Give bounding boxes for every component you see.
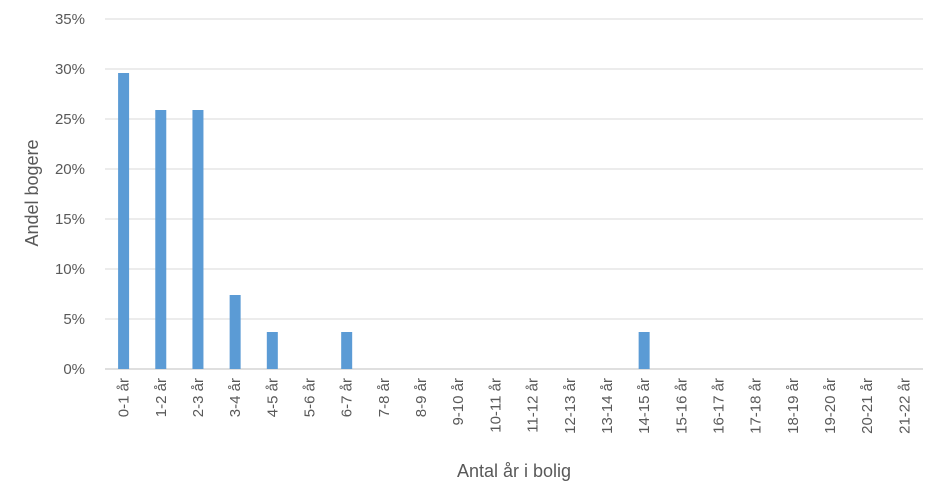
x-tick-label: 16-17 år: [711, 378, 728, 434]
y-tick-label: 35%: [55, 11, 85, 28]
x-tick-label: 0-1 år: [116, 378, 133, 417]
x-tick-label: 2-3 år: [190, 378, 207, 417]
y-tick-label: 0%: [63, 361, 85, 378]
x-tick-label: 8-9 år: [413, 378, 430, 417]
x-tick-label: 9-10 år: [450, 378, 467, 426]
gridlines: [105, 18, 923, 370]
y-tick-label: 15%: [55, 211, 85, 228]
x-tick-label: 20-21 år: [859, 378, 876, 434]
x-tick-label: 11-12 år: [525, 378, 542, 433]
y-axis-title: Andel bogere: [22, 139, 42, 246]
x-tick-label: 12-13 år: [562, 378, 579, 434]
x-tick-label: 4-5 år: [264, 378, 281, 417]
bar: [229, 295, 241, 369]
bar: [118, 73, 130, 369]
x-tick-label: 21-22 år: [896, 378, 913, 434]
y-tick-label: 5%: [63, 311, 85, 328]
x-tick-label: 3-4 år: [227, 378, 244, 417]
x-axis-title: Antal år i bolig: [457, 461, 571, 481]
bar: [266, 332, 278, 369]
x-tick-label: 14-15 år: [636, 378, 653, 434]
x-tick-label: 10-11 år: [487, 378, 504, 433]
x-axis-ticks: 0-1 år 1-2 år 2-3 år 3-4 år 4-5 år 5-6 år 6-7 …: [116, 378, 914, 434]
y-tick-label: 10%: [55, 261, 85, 278]
x-tick-label: 5-6 år: [302, 378, 319, 417]
x-tick-label: 7-8 år: [376, 378, 393, 417]
y-axis-ticks: 0% 5% 10% 15% 20% 25% 30% 35%: [55, 11, 85, 378]
y-tick-label: 30%: [55, 61, 85, 78]
y-tick-label: 25%: [55, 111, 85, 128]
x-tick-label: 15-16 år: [673, 378, 690, 434]
bar: [341, 332, 353, 369]
x-tick-label: 19-20 år: [822, 378, 839, 434]
y-tick-label: 20%: [55, 161, 85, 178]
x-tick-label: 17-18 år: [748, 378, 765, 434]
x-tick-label: 6-7 år: [339, 378, 356, 417]
bar: [638, 332, 650, 369]
x-tick-label: 1-2 år: [153, 378, 170, 417]
x-tick-label: 13-14 år: [599, 378, 616, 434]
bar: [155, 110, 167, 369]
bar: [192, 110, 204, 369]
x-tick-label: 18-19 år: [785, 378, 802, 434]
bars: [118, 73, 650, 369]
